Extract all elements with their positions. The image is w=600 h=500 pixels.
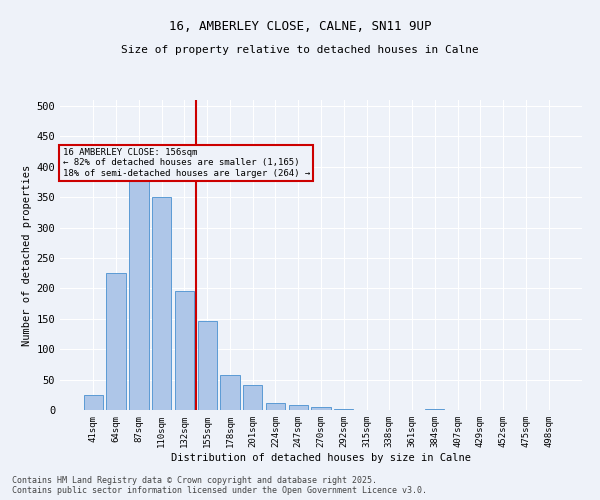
Bar bbox=[289, 405, 308, 410]
Bar bbox=[266, 402, 285, 410]
Bar bbox=[106, 273, 126, 410]
Bar bbox=[129, 179, 149, 410]
Text: 16, AMBERLEY CLOSE, CALNE, SN11 9UP: 16, AMBERLEY CLOSE, CALNE, SN11 9UP bbox=[169, 20, 431, 33]
Bar bbox=[175, 292, 194, 410]
Bar bbox=[84, 395, 103, 410]
Bar bbox=[220, 376, 239, 410]
Bar bbox=[152, 198, 172, 410]
Bar bbox=[197, 320, 217, 410]
Text: 16 AMBERLEY CLOSE: 156sqm
← 82% of detached houses are smaller (1,165)
18% of se: 16 AMBERLEY CLOSE: 156sqm ← 82% of detac… bbox=[62, 148, 310, 178]
X-axis label: Distribution of detached houses by size in Calne: Distribution of detached houses by size … bbox=[171, 452, 471, 462]
Bar bbox=[243, 385, 262, 410]
Text: Size of property relative to detached houses in Calne: Size of property relative to detached ho… bbox=[121, 45, 479, 55]
Y-axis label: Number of detached properties: Number of detached properties bbox=[22, 164, 32, 346]
Bar bbox=[334, 409, 353, 410]
Text: Contains HM Land Registry data © Crown copyright and database right 2025.
Contai: Contains HM Land Registry data © Crown c… bbox=[12, 476, 427, 495]
Bar bbox=[311, 407, 331, 410]
